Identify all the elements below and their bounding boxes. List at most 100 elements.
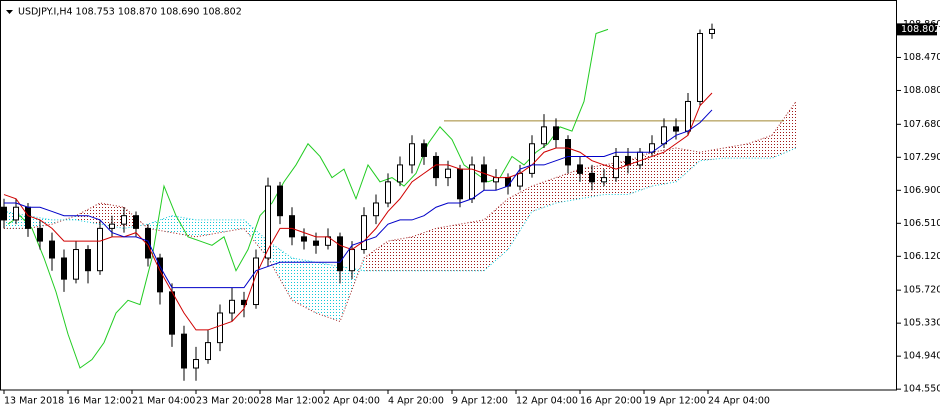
cloud-segment (532, 177, 556, 212)
y-tick-label: 104.940 (903, 351, 940, 362)
candle-body (313, 240, 319, 246)
x-tick-label: 16 Mar 12:00 (68, 396, 131, 407)
candle-body (205, 342, 211, 361)
menu-icon[interactable] (6, 10, 13, 14)
candle-body (49, 240, 55, 259)
candle-body (529, 143, 535, 174)
price-label: 108.802 (901, 24, 940, 35)
cloud-segment (76, 203, 100, 225)
candle-body (289, 215, 295, 238)
y-tick-label: 107.680 (903, 119, 940, 130)
kijun-line (4, 109, 713, 289)
cloud-segment (148, 215, 172, 233)
candle-body (193, 359, 199, 369)
cloud-segment (724, 143, 748, 159)
candle-body (493, 177, 499, 183)
x-tick-label: 21 Mar 04:00 (132, 396, 195, 407)
plot-frame (0, 0, 897, 391)
candle-body (397, 164, 403, 183)
candle-body (361, 215, 367, 251)
candle-body (25, 206, 31, 229)
candle-body (277, 185, 283, 217)
candle-body (445, 168, 451, 179)
cloud-segment (364, 241, 388, 271)
x-tick-label: 4 Apr 20:00 (388, 396, 444, 407)
cloud-segment (244, 219, 268, 258)
chikou-line (7, 28, 609, 369)
candle-body (169, 291, 175, 335)
candle-body (457, 168, 463, 200)
candle-body (589, 172, 595, 183)
candle-body (709, 28, 715, 35)
cloud-segment (196, 219, 220, 237)
candle-body (553, 126, 559, 141)
x-tick-label: 23 Mar 20:00 (196, 396, 259, 407)
y-tick-label: 104.550 (903, 384, 940, 395)
candle-body (565, 139, 571, 166)
candle-body (13, 206, 19, 221)
candle-body (409, 143, 415, 166)
candle-body (109, 223, 115, 229)
cloud-segment (316, 262, 340, 322)
y-tick-label: 108.470 (903, 52, 940, 63)
candle-body (661, 126, 667, 145)
candle-body (217, 312, 223, 344)
y-tick-label: 106.120 (903, 251, 940, 262)
candle-body (433, 155, 439, 179)
cloud-segment (412, 228, 436, 271)
cloud-segment (676, 148, 700, 182)
candle-body (121, 215, 127, 225)
candle-body (625, 155, 631, 166)
candle-body (517, 172, 523, 187)
candle-body (505, 177, 511, 187)
plot-area (1, 23, 797, 381)
candle-body (373, 202, 379, 217)
candle-body (229, 299, 235, 314)
candle-body (685, 100, 691, 132)
candle-body (85, 249, 91, 272)
candle-body (265, 185, 271, 259)
cloud-segment (484, 198, 508, 271)
price-label-box (897, 23, 937, 36)
candle-body (673, 126, 679, 132)
cloud-segment (652, 148, 676, 187)
candle-body (349, 249, 355, 272)
candle-body (133, 215, 139, 229)
x-tick-label: 24 Apr 04:00 (708, 396, 770, 407)
cloud-segment (292, 258, 316, 313)
cloud-segment (388, 236, 412, 271)
x-tick-label: 9 Apr 12:00 (452, 396, 508, 407)
candle-body (181, 333, 187, 369)
candle-body (301, 236, 307, 242)
candle-body (385, 181, 391, 204)
candle-body (37, 227, 43, 242)
cloud-segment (556, 169, 580, 203)
y-tick-label: 105.330 (903, 318, 940, 329)
candle-body (73, 249, 79, 280)
tenkan-line (3, 92, 713, 331)
candle-body (697, 33, 703, 102)
cloud-segment (436, 224, 460, 271)
candle-body (337, 236, 343, 272)
y-tick-label: 107.290 (903, 152, 940, 163)
candle-body (97, 227, 103, 272)
y-tick-label: 105.720 (903, 285, 940, 296)
x-tick-label: 19 Apr 12:00 (644, 396, 706, 407)
candle-body (637, 151, 643, 166)
cloud-segment (220, 219, 244, 233)
x-tick-label: 12 Apr 04:00 (516, 396, 578, 407)
cloud-segment (268, 241, 292, 301)
x-tick-label: 13 Mar 2018 (4, 396, 64, 407)
cloud-segment (172, 215, 196, 237)
y-tick-label: 106.510 (903, 218, 940, 229)
cloud-segment (772, 101, 796, 159)
cloud-segment (508, 186, 532, 250)
x-tick-label: 28 Mar 12:00 (260, 396, 323, 407)
candle-body (421, 143, 427, 157)
candle-body (1, 206, 7, 221)
x-tick-label: 16 Apr 20:00 (580, 396, 642, 407)
y-tick-label: 108.080 (903, 85, 940, 96)
chart-title: USDJPY.I,H4 108.753 108.870 108.690 108.… (18, 7, 242, 18)
y-tick-label: 106.900 (903, 185, 940, 196)
